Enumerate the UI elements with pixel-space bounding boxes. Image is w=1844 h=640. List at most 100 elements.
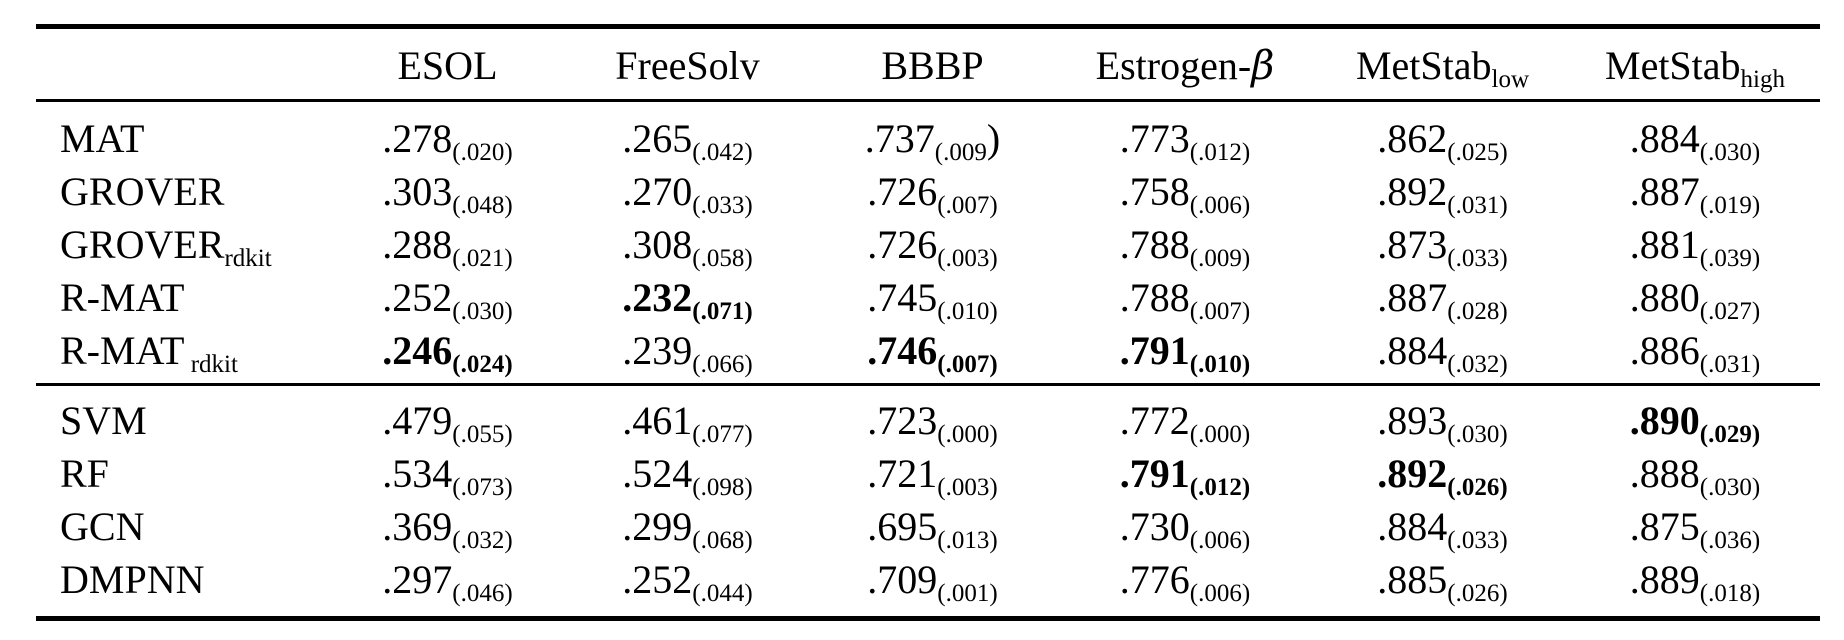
metric-std: (.007): [937, 351, 998, 378]
method-name: GROVER: [60, 222, 225, 267]
value-cell: .884(.030): [1570, 112, 1820, 166]
value-cell: .524(.098): [565, 447, 810, 501]
metric-value: .252: [382, 275, 453, 320]
table-row: R-MAT .252(.030) .232(.071) .745(.010) .788…: [36, 271, 1820, 325]
metric-value: .695: [867, 504, 938, 549]
value-cell: .270(.033): [565, 165, 810, 219]
metric-value: .534: [382, 451, 453, 496]
metric-value: .723: [867, 398, 938, 443]
method-name: R-MAT: [60, 275, 185, 320]
metric-std: (.031): [1699, 351, 1761, 378]
metric-std: (.031): [1447, 192, 1508, 219]
table-row: SVM .479(.055) .461(.077) .723(.000) .772(.…: [36, 394, 1820, 448]
metric-value: .232: [622, 275, 693, 320]
value-cell: .534(.073): [330, 447, 565, 501]
metric-std: (.073): [452, 474, 513, 501]
metric-std: (.042): [692, 139, 753, 166]
method-name: GCN: [60, 504, 145, 549]
metric-std: (.048): [452, 192, 513, 219]
table-row: GROVER .303(.048) .270(.033) .726(.007) .75…: [36, 165, 1820, 219]
method-name: RF: [60, 451, 109, 496]
col-header-subscript: high: [1740, 66, 1785, 93]
metric-value: .726: [867, 222, 938, 267]
value-cell: .695(.013): [810, 500, 1055, 554]
col-header-metstab-high: MetStabhigh: [1570, 29, 1820, 99]
metric-value: .297: [382, 557, 453, 602]
value-cell: .892(.031): [1315, 165, 1570, 219]
metric-value: .745: [867, 275, 938, 320]
method-subscript: rdkit: [184, 351, 238, 378]
metric-std: (.066): [692, 351, 753, 378]
metric-value: .887: [1377, 275, 1448, 320]
value-cell: .252(.030): [330, 271, 565, 325]
value-cell: .776(.006): [1055, 553, 1315, 607]
metric-value: .875: [1629, 504, 1700, 549]
metric-std: (.030): [1699, 474, 1761, 501]
metric-value: .873: [1377, 222, 1448, 267]
value-cell: .791(.012): [1055, 447, 1315, 501]
value-cell: .788(.007): [1055, 271, 1315, 325]
metric-std: (.058): [692, 245, 753, 272]
metric-value: .369: [382, 504, 453, 549]
table-section-1: MAT .278(.020) .265(.042) .737(.009) .773(.…: [36, 102, 1820, 383]
value-cell: .890(.029): [1570, 394, 1820, 448]
metric-std: (.009: [934, 139, 987, 166]
col-header-bbbp: BBBP: [810, 29, 1055, 99]
metric-std: (.071): [692, 298, 753, 325]
value-cell: .893(.030): [1315, 394, 1570, 448]
value-cell: .369(.032): [330, 500, 565, 554]
value-cell: .889(.018): [1570, 553, 1820, 607]
value-cell: .288(.021): [330, 218, 565, 272]
method-cell: GCN: [36, 500, 330, 553]
metric-std: (.018): [1699, 580, 1761, 607]
metric-std: (.010): [937, 298, 998, 325]
metric-value: .788: [1119, 222, 1190, 267]
metric-value: .888: [1629, 451, 1700, 496]
metric-value: .239: [622, 328, 693, 373]
bottom-rule: [36, 616, 1820, 621]
value-cell: .737(.009): [810, 112, 1055, 166]
metric-std: (.098): [692, 474, 753, 501]
metric-std: (.006): [1189, 527, 1251, 554]
value-cell: .721(.003): [810, 447, 1055, 501]
metric-value: .524: [622, 451, 693, 496]
metric-std: (.033): [1447, 527, 1508, 554]
metric-std: (.030): [452, 298, 513, 325]
metric-std: (.036): [1699, 527, 1761, 554]
value-cell: .887(.019): [1570, 165, 1820, 219]
value-cell: .881(.039): [1570, 218, 1820, 272]
metric-value: .887: [1629, 169, 1700, 214]
col-header-label: ESOL: [397, 43, 498, 88]
metric-std: (.003): [937, 245, 998, 272]
results-table: ESOL FreeSolv BBBP Estrogen-β MetStablow…: [36, 24, 1820, 621]
metric-paren-suffix: ): [986, 116, 1001, 161]
metric-std: (.013): [937, 527, 998, 554]
table-row: GROVERrdkit .288(.021) .308(.058) .726(.00…: [36, 218, 1820, 272]
value-cell: .232(.071): [565, 271, 810, 325]
value-cell: .239(.066): [565, 324, 810, 378]
col-header-estrogen-beta: Estrogen-β: [1055, 29, 1315, 99]
metric-std: (.028): [1447, 298, 1508, 325]
col-header-label: MetStab: [1605, 43, 1741, 88]
metric-value: .886: [1629, 328, 1700, 373]
method-name: SVM: [60, 398, 147, 443]
metric-std: (.026): [1447, 474, 1508, 501]
metric-std: (.007): [1189, 298, 1251, 325]
metric-std: (.027): [1699, 298, 1761, 325]
col-header-label: MetStab: [1355, 43, 1492, 88]
table-row: MAT .278(.020) .265(.042) .737(.009) .773(.…: [36, 112, 1820, 166]
metric-value: .893: [1377, 398, 1448, 443]
col-header-label: FreeSolv: [615, 43, 760, 88]
table-row: GCN .369(.032) .299(.068) .695(.013) .730(.…: [36, 500, 1820, 554]
metric-std: (.019): [1699, 192, 1761, 219]
value-cell: .773(.012): [1055, 112, 1315, 166]
value-cell: .875(.036): [1570, 500, 1820, 554]
metric-std: (.009): [1189, 245, 1251, 272]
method-cell: R-MAT: [36, 271, 330, 324]
col-header-subscript: low: [1491, 66, 1530, 93]
col-header-freesolv: FreeSolv: [565, 29, 810, 99]
method-name: DMPNN: [60, 557, 205, 602]
table-section-2: SVM .479(.055) .461(.077) .723(.000) .772(.…: [36, 386, 1820, 616]
value-cell: .303(.048): [330, 165, 565, 219]
metric-std: (.021): [452, 245, 513, 272]
